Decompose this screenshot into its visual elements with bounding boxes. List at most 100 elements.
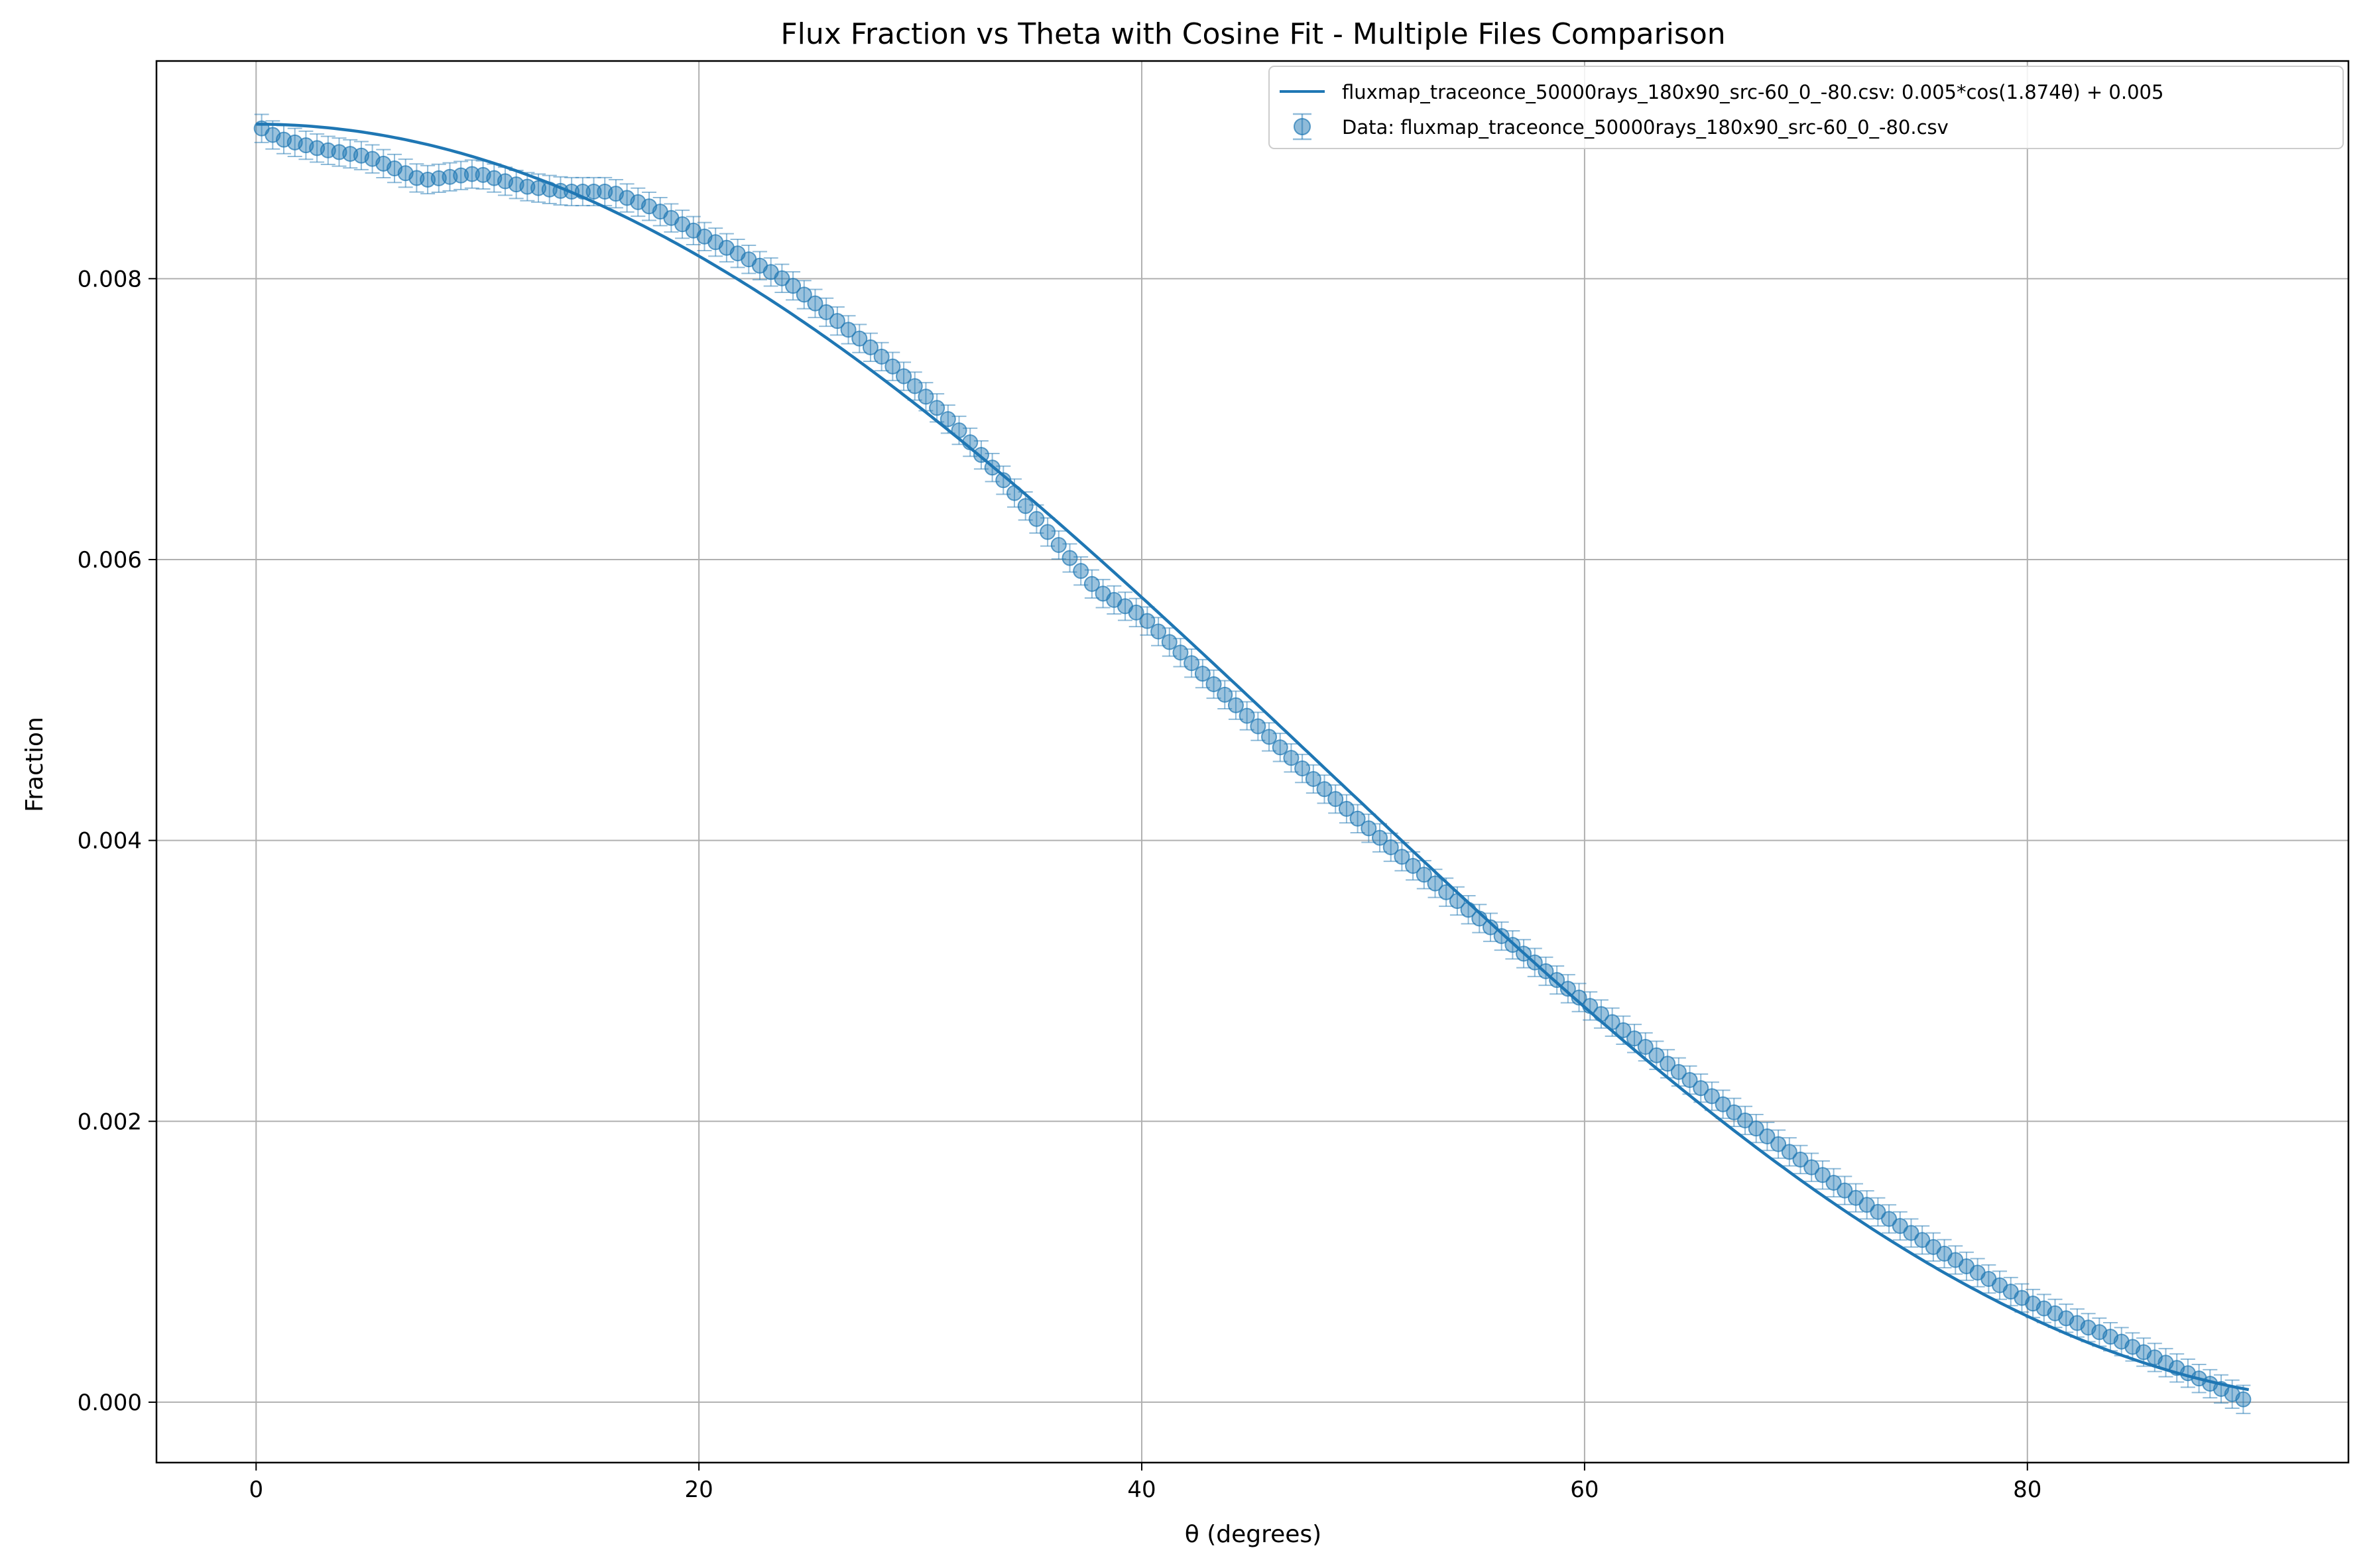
data-point xyxy=(1250,711,1266,741)
data-point xyxy=(1172,638,1189,668)
x-tick-label: 60 xyxy=(1570,1477,1599,1503)
data-point xyxy=(1294,753,1311,784)
data-marker xyxy=(1715,1096,1731,1113)
axis-ticks: 0 20 40 60 80 0.000 0.002 0.004 0.006 0.008 xyxy=(78,266,2042,1503)
data-point xyxy=(785,271,802,301)
y-tick-label: 0.002 xyxy=(78,1109,142,1135)
data-point xyxy=(995,465,1012,495)
data-marker xyxy=(1559,981,1576,997)
data-marker xyxy=(1394,849,1410,865)
data-point xyxy=(1062,543,1078,573)
plot-series xyxy=(253,113,2252,1414)
plot-frame xyxy=(155,60,2350,1464)
data-point xyxy=(1394,842,1410,872)
data-marker xyxy=(1139,613,1156,629)
data-marker xyxy=(1748,1120,1764,1137)
data-point xyxy=(1083,569,1100,599)
data-marker xyxy=(1040,524,1056,540)
data-marker xyxy=(1416,867,1432,883)
data-point xyxy=(1770,1129,1787,1159)
data-marker xyxy=(1648,1047,1665,1063)
data-marker xyxy=(1814,1167,1831,1183)
data-point xyxy=(1637,1032,1654,1062)
data-point xyxy=(1615,1015,1632,1046)
data-marker xyxy=(929,400,945,416)
data-marker xyxy=(884,358,901,375)
data-marker xyxy=(906,378,923,394)
y-tick-label: 0.006 xyxy=(78,547,142,573)
data-marker xyxy=(2235,1391,2252,1408)
data-marker xyxy=(1062,550,1078,566)
data-point xyxy=(1847,1183,1864,1213)
data-marker xyxy=(873,348,890,365)
data-marker xyxy=(1327,791,1344,808)
x-tick-label: 0 xyxy=(249,1477,263,1503)
data-marker xyxy=(1549,972,1565,989)
legend-entry-fit: fluxmap_traceonce_50000rays_180x90_src-6… xyxy=(1342,81,2163,103)
data-point xyxy=(1482,912,1498,942)
data-point xyxy=(1837,1176,1853,1205)
data-marker xyxy=(1626,1030,1643,1047)
data-point xyxy=(896,361,912,391)
data-marker xyxy=(1825,1174,1842,1191)
data-marker xyxy=(1349,810,1366,827)
data-point xyxy=(1073,556,1089,586)
data-marker xyxy=(840,322,857,338)
data-marker xyxy=(1637,1039,1654,1055)
data-marker xyxy=(785,278,802,294)
data-marker xyxy=(1482,919,1498,935)
data-marker xyxy=(1083,575,1100,592)
grid-lines xyxy=(156,61,2348,1463)
data-marker xyxy=(1305,770,1321,787)
data-marker xyxy=(1250,718,1266,735)
legend-entry-data: Data: fluxmap_traceonce_50000rays_180x90… xyxy=(1342,116,1949,139)
data-marker xyxy=(1681,1072,1698,1089)
data-marker xyxy=(807,295,823,312)
data-point xyxy=(851,324,868,353)
data-marker xyxy=(1017,498,1034,514)
data-point xyxy=(1925,1232,1941,1262)
data-point xyxy=(1914,1225,1931,1255)
y-axis-label: Fraction xyxy=(21,717,48,812)
data-marker xyxy=(1150,623,1167,640)
data-marker xyxy=(1770,1136,1787,1152)
data-point xyxy=(1283,743,1300,773)
data-marker xyxy=(1205,676,1222,692)
y-tick-label: 0.008 xyxy=(78,266,142,292)
data-point xyxy=(1372,823,1388,853)
data-point xyxy=(1205,669,1222,699)
data-point xyxy=(1781,1137,1797,1167)
data-marker xyxy=(1338,800,1355,817)
data-marker xyxy=(1693,1080,1709,1097)
data-marker xyxy=(1372,829,1388,846)
data-marker xyxy=(829,313,845,330)
data-marker xyxy=(1438,884,1455,900)
data-marker xyxy=(1615,1022,1632,1038)
data-point xyxy=(1792,1144,1809,1175)
data-marker xyxy=(940,411,956,428)
data-point xyxy=(1050,530,1067,560)
data-point xyxy=(1184,648,1200,678)
legend: fluxmap_traceonce_50000rays_180x90_src-6… xyxy=(1268,66,2344,149)
data-point xyxy=(1870,1197,1886,1227)
data-point xyxy=(796,280,812,310)
data-marker xyxy=(585,183,602,200)
data-point xyxy=(1803,1152,1820,1182)
data-point xyxy=(929,393,945,423)
data-point xyxy=(1559,974,1576,1004)
data-point xyxy=(1737,1105,1754,1136)
data-marker xyxy=(851,330,868,347)
x-tick-label: 40 xyxy=(1127,1477,1156,1503)
data-point xyxy=(1416,860,1432,890)
data-point xyxy=(1626,1024,1643,1054)
data-point xyxy=(1881,1204,1898,1234)
data-point xyxy=(1958,1251,1974,1282)
data-marker xyxy=(1261,729,1278,745)
data-marker xyxy=(1172,644,1189,661)
data-point xyxy=(430,163,447,194)
data-point xyxy=(1128,597,1144,628)
data-point xyxy=(1239,701,1255,731)
data-marker xyxy=(1194,666,1211,682)
